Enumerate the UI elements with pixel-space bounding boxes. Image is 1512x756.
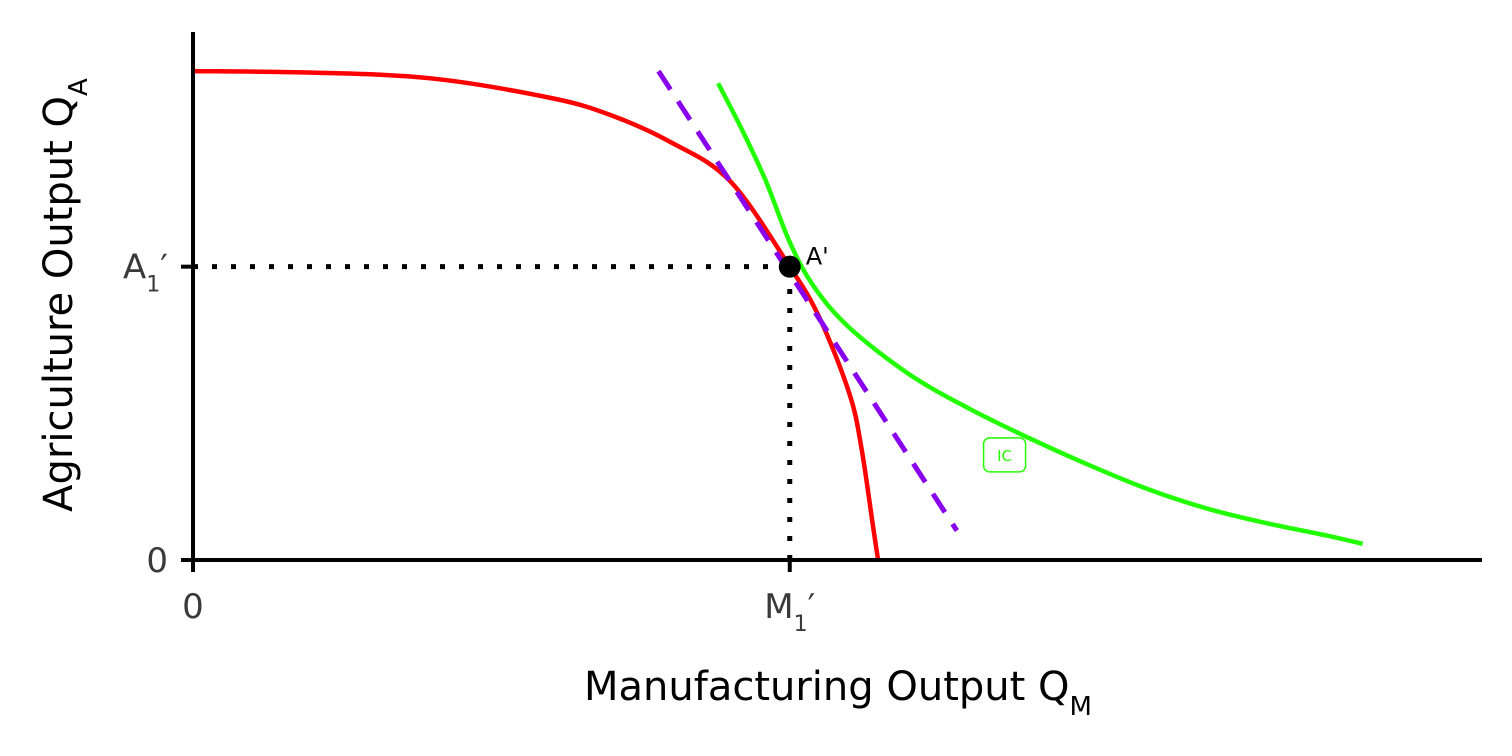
- ic-label-box: [982, 437, 1027, 473]
- equilibrium-point: [778, 255, 801, 278]
- y-tick-label: 0: [146, 541, 168, 581]
- y-tick-label: A1′: [123, 248, 168, 298]
- series-ppf: [192, 68, 881, 561]
- guides-layer: [193, 264, 793, 560]
- y-axis-title: Agriculture Output QA: [36, 78, 94, 512]
- ic-curve-label: IC: [982, 437, 1027, 473]
- points-layer: A': [778, 243, 829, 278]
- ic-label-text: IC: [997, 447, 1012, 465]
- series-layer: IC: [192, 68, 1364, 561]
- x-tick-label: 0: [182, 587, 204, 627]
- ticks-layer: 0 M1′ 0 A1′: [123, 248, 815, 637]
- series-tangent: [656, 69, 959, 533]
- equilibrium-point-label: A': [806, 243, 829, 271]
- series-indifference-curve: [716, 82, 1364, 547]
- x-tick-label: M1′: [764, 587, 815, 637]
- x-axis-title: Manufacturing Output QM: [584, 664, 1092, 722]
